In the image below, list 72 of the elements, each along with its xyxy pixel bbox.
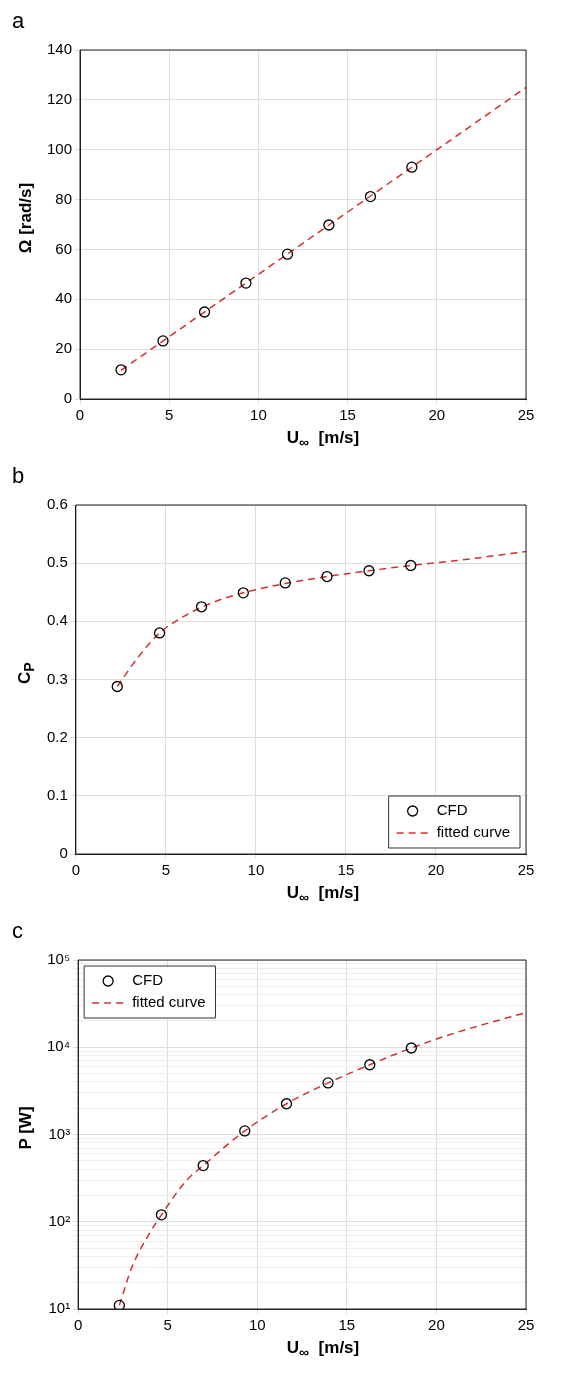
point: [323, 219, 335, 231]
point: [197, 1159, 209, 1172]
y-tick-label: 10⁴: [46, 1037, 71, 1055]
point: [279, 577, 291, 589]
x-tick-label: 20: [428, 1316, 445, 1334]
point: [155, 1209, 168, 1221]
point: [322, 1077, 334, 1089]
y-axis-title: Ω [rad/s]: [16, 182, 36, 254]
y-tick-label: 10⁵: [47, 950, 71, 968]
y-tick-label: 0: [63, 389, 73, 407]
x-axis-title: U$_{∞}$ [m/s]: [285, 883, 361, 906]
y-tick-label: 60: [55, 239, 73, 257]
y-tick-label: 0.6: [46, 495, 68, 513]
chart-title: c: [12, 918, 23, 944]
x-tick-label: 15: [338, 1316, 356, 1334]
point: [153, 627, 166, 639]
x-tick-label: 5: [161, 861, 171, 879]
point: [113, 1299, 125, 1309]
y-tick-label: 0.5: [46, 553, 68, 571]
y-tick-label: 0.4: [46, 611, 68, 629]
y-tick-label: 0.2: [46, 727, 68, 745]
x-tick-label: 10: [250, 406, 267, 424]
y-tick-label: 10³: [48, 1124, 71, 1142]
point: [115, 364, 127, 376]
y-tick-label: 0.3: [46, 669, 68, 687]
legend-label: CFD: [436, 801, 468, 819]
x-tick-label: 5: [165, 406, 174, 424]
x-tick-label: 10: [248, 1316, 266, 1334]
legend-label: fitted curve: [132, 993, 206, 1011]
y-axis-title: P [W]: [16, 1106, 36, 1150]
y-tick-label: 100: [47, 139, 73, 157]
chart-title: b: [12, 463, 25, 489]
point: [363, 565, 375, 577]
point: [280, 1098, 293, 1110]
y-tick-label: 120: [47, 90, 73, 107]
legend-label: CFD: [132, 971, 164, 989]
x-tick-label: 20: [428, 406, 446, 424]
y-tick-label: 80: [55, 189, 73, 207]
y-tick-label: 0: [59, 844, 68, 862]
y-tick-label: 140: [47, 40, 73, 58]
x-tick-label: 20: [427, 861, 445, 879]
point: [405, 1042, 417, 1054]
x-tick-label: 5: [163, 1316, 172, 1334]
point: [321, 570, 333, 583]
y-tick-label: 40: [55, 289, 73, 307]
point: [111, 680, 123, 693]
x-axis-title: U$_{∞}$ [m/s]: [285, 428, 361, 451]
x-tick-label: 25: [517, 406, 535, 424]
x-tick-label: 0: [75, 406, 85, 424]
y-tick-label: 10²: [48, 1211, 71, 1229]
point: [198, 306, 211, 318]
point: [157, 335, 169, 347]
y-tick-label: 0.1: [46, 785, 68, 803]
x-tick-label: 25: [517, 1316, 535, 1334]
chart-title: a: [12, 8, 25, 34]
point: [364, 1059, 376, 1071]
point: [240, 277, 252, 289]
x-tick-label: 15: [337, 861, 355, 879]
legend-label: fitted curve: [436, 823, 511, 841]
point: [406, 161, 418, 173]
point: [195, 601, 208, 613]
y-tick-label: 20: [55, 339, 73, 357]
point: [237, 587, 249, 599]
point: [364, 190, 377, 203]
point: [239, 1125, 251, 1137]
point: [405, 559, 417, 572]
x-tick-label: 25: [517, 861, 535, 879]
x-tick-label: 10: [247, 861, 265, 879]
x-tick-label: 15: [339, 406, 356, 424]
point: [281, 248, 294, 260]
x-axis-title: U$_{∞}$ [m/s]: [285, 1338, 361, 1361]
y-tick-label: 10¹: [48, 1299, 71, 1317]
